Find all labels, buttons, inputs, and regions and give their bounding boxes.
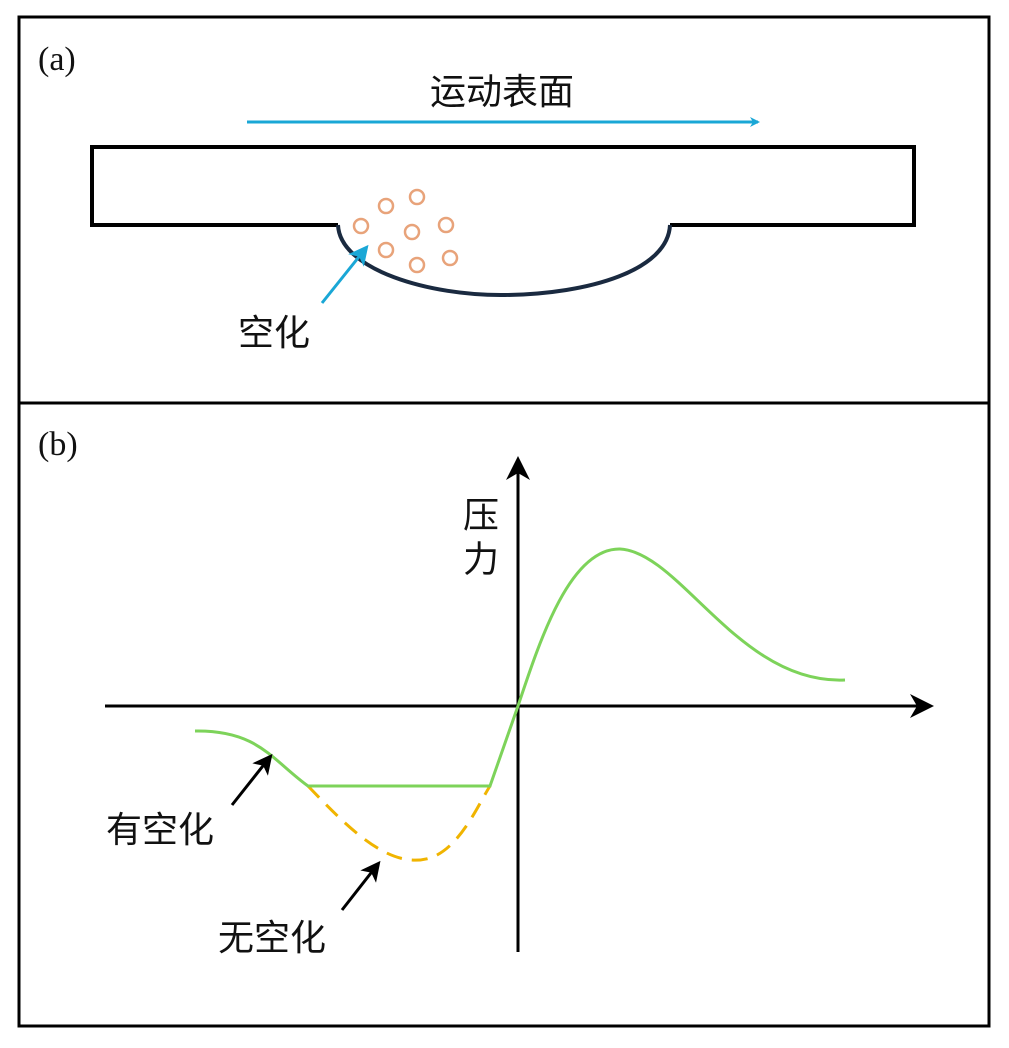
bubbles [352,188,459,274]
bubble [377,241,395,259]
curve-label: 有空化 [106,810,214,850]
panel-label: (b) [38,426,78,463]
y-axis-label: 压力 [458,496,498,584]
outer-frame [17,15,991,1028]
no-cavitation-curve [306,784,492,862]
bearing-pocket [336,224,672,298]
bubble [377,197,395,215]
cavitation-curve [194,547,846,788]
cavitation-label: 空化 [238,313,310,353]
surface-label: 运动表面 [430,72,574,112]
panel-label: (a) [38,41,76,78]
bubble [408,256,426,274]
curve-label: 无空化 [218,918,326,958]
cavitation-pointer [230,753,273,806]
bearing-body [90,145,916,227]
bubble [437,216,455,234]
bubble [408,188,426,206]
cavitation-pointer [320,244,369,304]
bubble [352,217,370,235]
bubble [403,223,421,241]
bubble [441,249,459,267]
no-cavitation-pointer [340,860,381,911]
